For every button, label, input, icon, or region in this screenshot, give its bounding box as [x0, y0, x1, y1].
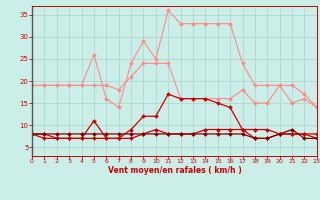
- X-axis label: Vent moyen/en rafales ( km/h ): Vent moyen/en rafales ( km/h ): [108, 166, 241, 175]
